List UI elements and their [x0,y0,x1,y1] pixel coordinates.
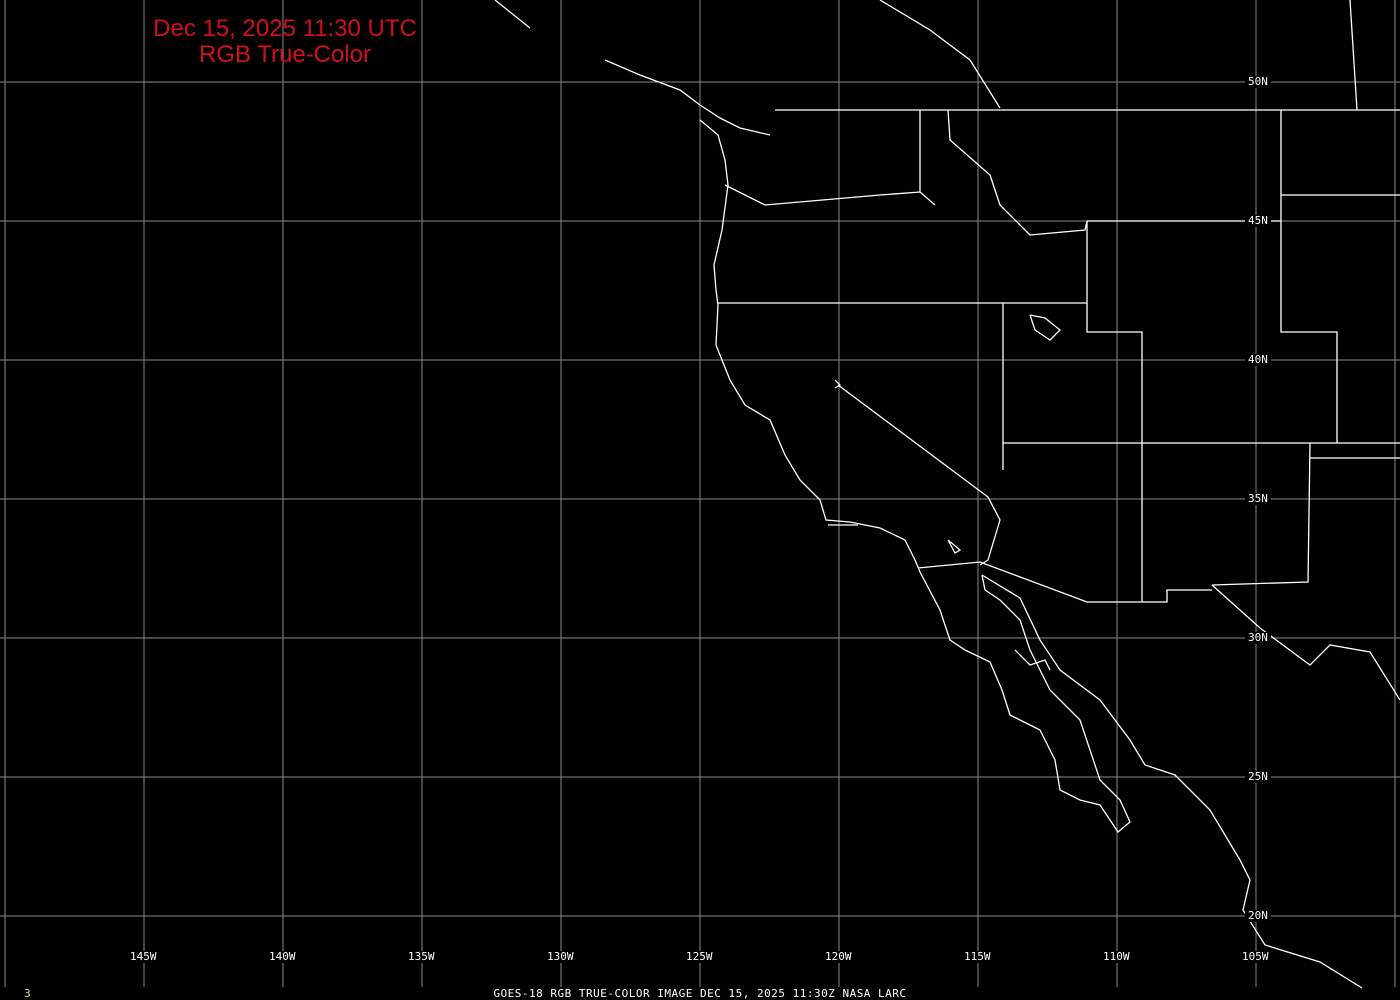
longitude-label: 140W [266,951,299,963]
wa-or-border [724,184,936,206]
longitude-label: 105W [1239,951,1272,963]
baja-pacific-coast [919,571,1131,833]
longitude-label: 130W [544,951,577,963]
salton-sea [947,539,962,554]
us-mexico-border [917,561,1212,603]
wyoming-idaho-utah-border [1086,221,1143,602]
nm-east-border [1211,442,1311,586]
ca-nv-border [837,384,1001,566]
longitude-label: 120W [822,951,855,963]
latitude-label: 20N [1245,910,1271,922]
longitude-label: 135W [405,951,438,963]
great-salt-lake [1029,314,1061,341]
gulf-mainland-coast [981,574,1363,989]
pacific-coast-north [699,119,921,573]
vancouver-island [604,59,771,136]
longitude-label: 145W [127,951,160,963]
latitude-label: 50N [1245,76,1271,88]
latitude-label: 40N [1245,354,1271,366]
longitude-label: 110W [1100,951,1133,963]
map-title-datetime: Dec 15, 2025 11:30 UTC [153,15,417,42]
frame-number: 3 [24,987,31,1000]
bc-coast [494,0,531,29]
wyoming-east-border [1280,110,1338,443]
canada-interior [879,0,1001,109]
longitude-label: 125W [683,951,716,963]
latitude-label: 45N [1245,215,1271,227]
canada-interior-line [1349,0,1358,111]
gulf-islands [1014,649,1051,671]
lake-tahoe [834,379,842,389]
latitude-label: 25N [1245,771,1271,783]
mexico-northern-border-region [1211,584,1400,701]
latitude-label: 35N [1245,493,1271,505]
latitude-label: 30N [1245,632,1271,644]
map-title-product: RGB True-Color [198,41,372,68]
image-caption: GOES-18 RGB TRUE-COLOR IMAGE DEC 15, 202… [493,987,907,1000]
idaho-montana-border [947,109,1088,236]
longitude-label: 115W [961,951,994,963]
boundaries [494,0,1400,989]
